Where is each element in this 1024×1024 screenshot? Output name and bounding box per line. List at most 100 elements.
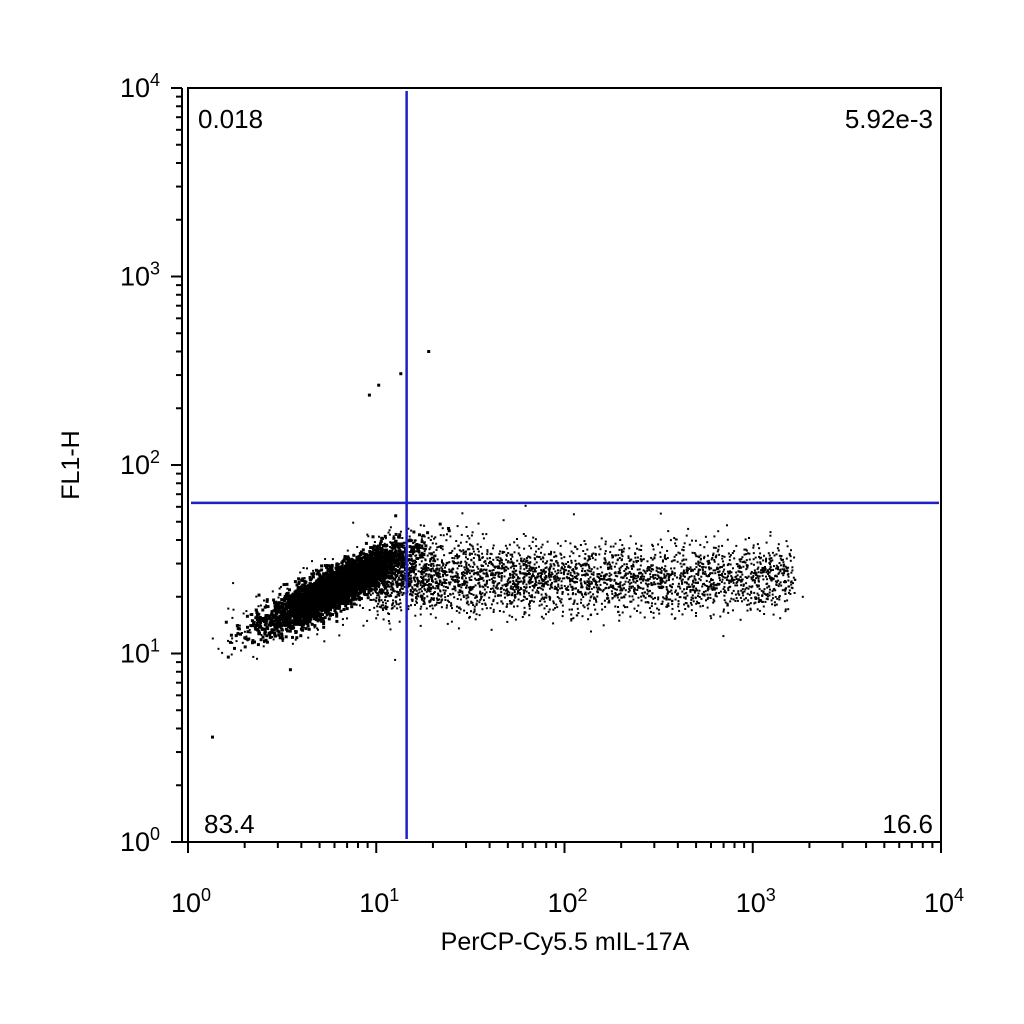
event-point xyxy=(496,571,499,574)
event-point xyxy=(374,549,376,551)
event-point xyxy=(348,575,351,578)
event-point xyxy=(642,558,645,561)
event-point xyxy=(369,589,372,592)
event-point xyxy=(328,579,332,583)
event-point xyxy=(350,573,354,577)
event-point xyxy=(509,602,512,605)
event-point xyxy=(303,607,306,610)
event-point xyxy=(302,620,305,624)
event-point xyxy=(303,590,307,593)
event-point xyxy=(424,548,427,551)
event-point xyxy=(627,555,630,558)
event-point xyxy=(333,572,337,576)
event-point xyxy=(362,580,366,584)
event-point xyxy=(323,616,327,620)
event-point xyxy=(378,542,382,546)
event-point xyxy=(246,625,249,629)
event-point xyxy=(279,626,282,629)
event-point xyxy=(279,611,282,614)
event-point xyxy=(724,573,727,575)
event-point xyxy=(386,556,389,559)
event-point xyxy=(299,597,302,600)
event-point xyxy=(523,547,526,550)
event-point xyxy=(465,526,468,528)
event-point xyxy=(308,610,311,614)
event-point xyxy=(350,588,354,592)
event-point xyxy=(350,605,354,609)
event-point xyxy=(251,624,255,628)
event-point xyxy=(295,583,299,587)
event-point xyxy=(299,634,303,638)
event-point xyxy=(572,513,575,516)
event-point xyxy=(392,583,395,586)
event-point xyxy=(292,609,296,613)
event-point xyxy=(434,587,437,590)
event-point xyxy=(322,607,325,611)
event-point xyxy=(275,620,279,624)
event-point xyxy=(324,573,328,577)
event-point xyxy=(695,602,698,605)
event-point xyxy=(679,587,682,590)
event-point xyxy=(307,627,311,631)
event-point xyxy=(652,597,655,600)
event-point xyxy=(646,569,649,572)
event-point xyxy=(339,576,343,580)
event-point xyxy=(328,600,331,603)
event-point xyxy=(366,533,369,536)
event-point xyxy=(288,629,292,633)
event-point xyxy=(273,608,277,611)
event-point xyxy=(508,593,511,596)
event-point xyxy=(309,578,312,581)
event-point xyxy=(296,595,299,598)
event-point xyxy=(295,636,299,640)
event-point xyxy=(330,568,333,571)
event-point xyxy=(217,647,220,650)
event-point xyxy=(291,597,295,601)
event-point xyxy=(293,580,297,584)
event-point xyxy=(587,618,590,621)
event-point xyxy=(318,584,321,587)
event-point xyxy=(420,551,424,555)
event-point xyxy=(662,596,665,599)
event-point xyxy=(311,583,315,586)
event-point xyxy=(302,595,304,598)
event-point xyxy=(417,545,421,549)
event-point xyxy=(336,584,339,587)
event-point xyxy=(690,575,693,578)
event-point xyxy=(304,604,307,607)
event-point xyxy=(263,639,266,643)
event-point xyxy=(353,576,356,579)
event-point xyxy=(335,614,339,618)
event-point xyxy=(295,610,298,614)
event-point xyxy=(263,631,267,635)
event-point xyxy=(403,544,405,547)
event-point xyxy=(255,615,259,618)
event-point xyxy=(268,635,272,639)
event-point xyxy=(471,601,474,604)
event-point xyxy=(271,636,274,638)
event-point xyxy=(320,576,323,579)
event-point xyxy=(337,596,341,600)
event-point xyxy=(288,616,292,620)
event-point xyxy=(358,572,361,575)
event-point xyxy=(328,589,332,593)
event-point xyxy=(311,585,315,589)
event-point xyxy=(300,607,304,611)
event-point xyxy=(241,641,244,644)
x-tick-label: 102 xyxy=(547,885,587,918)
event-point xyxy=(274,623,278,627)
event-point xyxy=(294,619,298,623)
event-point xyxy=(288,602,291,606)
event-point xyxy=(286,610,290,614)
event-point xyxy=(620,587,623,590)
event-point xyxy=(281,640,284,642)
event-point xyxy=(342,597,345,600)
event-point xyxy=(280,602,284,606)
event-point xyxy=(365,571,368,575)
event-point xyxy=(312,607,316,611)
event-point xyxy=(231,641,234,644)
event-point xyxy=(332,590,336,594)
event-point xyxy=(308,604,312,608)
event-point xyxy=(386,557,389,560)
event-point xyxy=(320,598,324,602)
